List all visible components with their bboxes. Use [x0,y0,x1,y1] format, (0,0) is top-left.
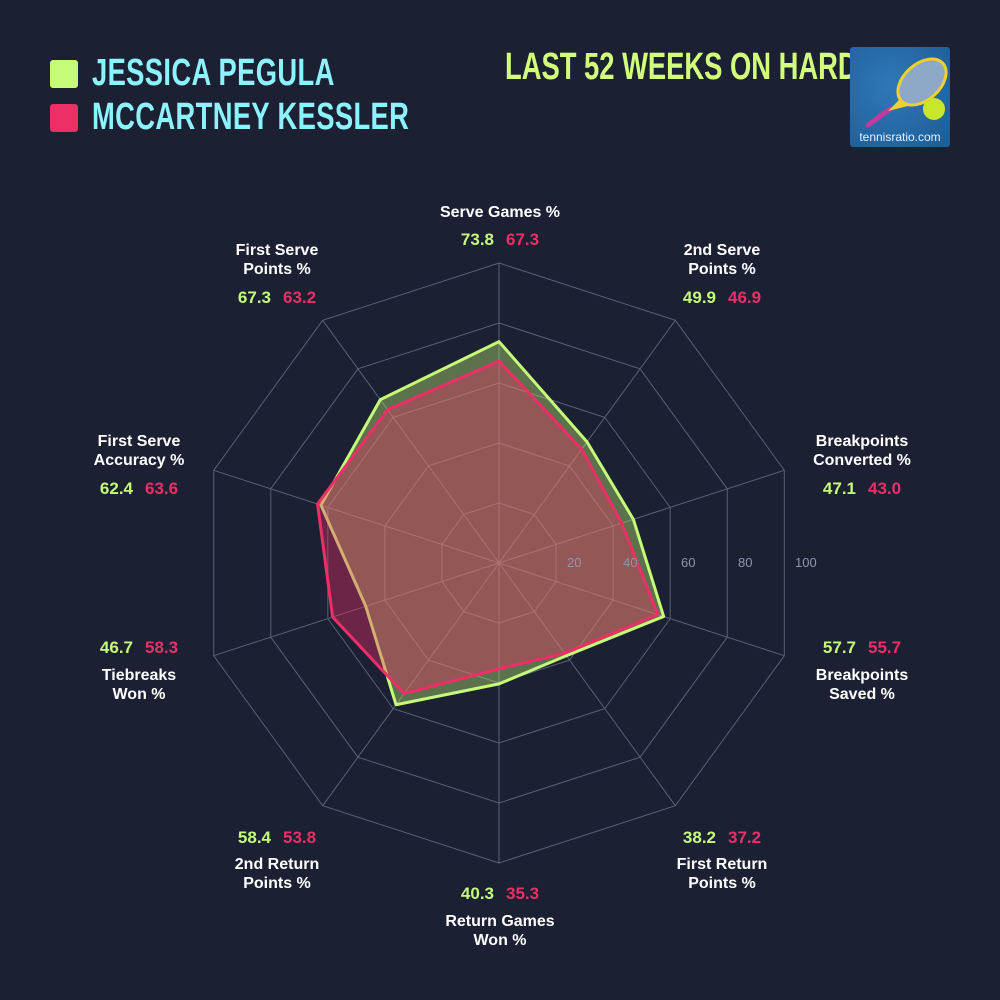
axis-label-line: Points % [688,261,756,278]
data-label-kessler: 55.7 [868,638,902,657]
axis-values: 67.3 63.2 [177,288,377,308]
axis-label-line: 2nd Return [234,856,320,873]
legend-item-kessler: MCCARTNEY KESSLER [50,96,533,139]
data-label-kessler: 35.3 [506,884,540,903]
data-label-pegula: 38.2 [682,828,716,847]
axis-label-line: Points % [243,875,311,892]
axis-label-line: Accuracy % [93,452,185,469]
data-label-kessler: 46.9 [728,288,762,307]
radial-tick-label: 80 [738,555,753,570]
data-label-pegula: 40.3 [460,884,494,903]
axis-label-line: Breakpoints [815,433,909,450]
data-label-kessler: 53.8 [283,828,317,847]
legend-item-pegula: JESSICA PEGULA [50,52,429,95]
axis-label: 2nd Serve Points % [622,241,822,279]
axis-label-line: Points % [243,261,311,278]
axis-label: Breakpoints Converted % [762,432,962,470]
data-label-pegula: 46.7 [99,638,133,657]
axis-label: 2nd Return Points % [177,855,377,893]
data-label-pegula: 58.4 [237,828,271,847]
grid-spoke [498,562,785,657]
axis-label-line: First Serve [97,433,181,450]
axis-label-line: First Return [676,856,768,873]
axis-label-line: Serve Games % [439,204,561,221]
radial-tick-label: 100 [795,555,817,570]
radial-tick-label: 20 [567,555,582,570]
legend-swatch-pegula [50,59,78,88]
axis-label-line: Breakpoints [815,667,909,684]
tennisratio-logo: tennisratio.com [850,47,950,147]
grid-spoke [498,469,785,564]
radial-tick-label: 40 [623,555,638,570]
axis-label: Return Games Won % [400,912,600,950]
axis-label-line: Return Games [445,913,555,930]
radial-tick-label: 60 [681,555,696,570]
axis-values: 46.7 58.3 [39,638,239,658]
axis-label-line: Converted % [813,452,911,469]
data-label-kessler: 67.3 [506,230,540,249]
data-label-pegula: 67.3 [237,288,271,307]
axis-label: First Serve Points % [177,241,377,279]
axis-label-line: Won % [473,932,527,949]
axis-label-line: Saved % [829,686,895,703]
data-label-pegula: 73.8 [460,230,494,249]
data-label-pegula: 57.7 [822,638,856,657]
axis-label-line: Points % [688,875,756,892]
data-label-kessler: 43.0 [868,479,902,498]
axis-label-line: First Serve [235,242,319,259]
legend-label-kessler: MCCARTNEY KESSLER [92,96,410,138]
legend-label-pegula: JESSICA PEGULA [92,52,335,94]
axis-label: Serve Games % [400,203,600,222]
axis-label: First Return Points % [622,855,822,893]
axis-values: 49.9 46.9 [622,288,822,308]
racket-ball-icon [865,57,948,128]
data-label-kessler: 58.3 [145,638,179,657]
data-label-kessler: 63.2 [283,288,317,307]
grid-spoke [322,320,500,564]
logo-text: tennisratio.com [859,130,941,144]
axis-values: 73.8 67.3 [400,230,600,250]
axis-label-line: 2nd Serve [683,242,761,259]
axis-label: Breakpoints Saved % [762,666,962,704]
axis-values: 57.7 55.7 [762,638,962,658]
axis-values: 40.3 35.3 [400,884,600,904]
grid-spoke [213,562,500,657]
axis-values: 47.1 43.0 [762,479,962,499]
axis-label-line: Tiebreaks [101,667,177,684]
axis-label: First Serve Accuracy % [39,432,239,470]
data-label-pegula: 62.4 [99,479,133,498]
axis-values: 58.4 53.8 [177,828,377,848]
data-label-kessler: 63.6 [145,479,179,498]
grid-spoke [322,562,500,806]
legend-swatch-kessler [50,103,78,132]
grid-spoke [213,469,500,564]
axis-values: 38.2 37.2 [622,828,822,848]
series-polygon-pegula [319,340,666,707]
data-label-pegula: 49.9 [682,288,716,307]
grid-spoke [498,562,676,806]
chart-subtitle: LAST 52 WEEKS ON HARD [505,46,858,88]
data-label-pegula: 47.1 [822,479,856,498]
axis-label: Tiebreaks Won % [39,666,239,704]
series-polygon-kessler [316,359,660,696]
axis-label-line: Won % [112,686,166,703]
axis-values: 62.4 63.6 [39,479,239,499]
data-label-kessler: 37.2 [728,828,762,847]
